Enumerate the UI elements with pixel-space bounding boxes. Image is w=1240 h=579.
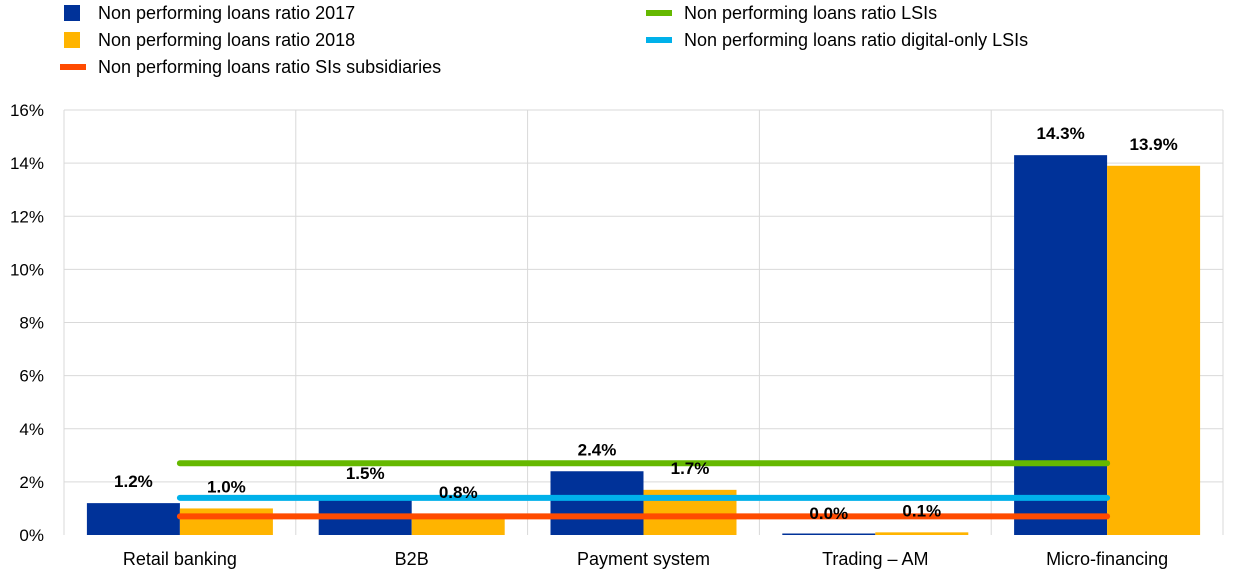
legend-label: Non performing loans ratio 2018 xyxy=(98,30,355,50)
data-label: 1.0% xyxy=(207,477,246,496)
y-tick-label: 16% xyxy=(10,101,44,120)
y-tick-label: 8% xyxy=(19,314,44,333)
x-axis: Retail banking B2B Payment system Trading –… xyxy=(123,549,1168,569)
x-tick-label: B2B xyxy=(395,549,429,569)
data-label: 14.3% xyxy=(1036,124,1084,143)
y-tick-label: 2% xyxy=(19,473,44,492)
y-tick-label: 4% xyxy=(19,420,44,439)
data-label: 0.8% xyxy=(439,483,478,502)
legend-swatch xyxy=(646,37,672,43)
legend-label: Non performing loans ratio digital-only … xyxy=(684,30,1028,50)
data-label: 2.4% xyxy=(578,440,617,459)
bar-non-performing-loans-ratio-2017-trading-am xyxy=(782,533,876,535)
data-label: 1.2% xyxy=(114,472,153,491)
data-labels: 1.2% 1.0% 1.5% 0.8% 2.4% 1.7% 0.0% 0.1% 14.3% 13.… xyxy=(114,124,1178,523)
legend-swatch xyxy=(646,10,672,16)
data-label: 13.9% xyxy=(1129,135,1177,154)
bar-non-performing-loans-ratio-2018-trading-am xyxy=(875,532,969,535)
y-tick-label: 10% xyxy=(10,260,44,279)
data-label: 0.1% xyxy=(902,501,941,520)
y-tick-label: 14% xyxy=(10,154,44,173)
bar-non-performing-loans-ratio-2018-micro-financing xyxy=(1107,165,1201,535)
data-label: 0.0% xyxy=(809,504,848,523)
y-tick-label: 12% xyxy=(10,207,44,226)
bar-non-performing-loans-ratio-2017-micro-financing xyxy=(1014,155,1108,535)
y-tick-label: 0% xyxy=(19,526,44,545)
legend-swatch xyxy=(64,5,80,21)
reference-lines xyxy=(176,460,1111,520)
data-label: 1.5% xyxy=(346,464,385,483)
data-label: 1.7% xyxy=(671,459,710,478)
bars xyxy=(86,155,1201,535)
bar-non-performing-loans-ratio-2017-payment-system xyxy=(550,471,644,535)
legend-label: Non performing loans ratio LSIs xyxy=(684,3,937,23)
legend-swatch xyxy=(60,64,86,70)
x-tick-label: Trading – AM xyxy=(822,549,928,569)
legend: Non performing loans ratio 2017 Non perfo… xyxy=(60,3,1028,77)
bar-non-performing-loans-ratio-2018-retail-banking xyxy=(179,508,273,535)
bar-non-performing-loans-ratio-2017-retail-banking xyxy=(86,503,180,535)
y-axis: 0% 2% 4% 6% 8% 10% 12% 14% 16% xyxy=(10,101,44,545)
x-tick-label: Retail banking xyxy=(123,549,237,569)
x-tick-label: Micro-financing xyxy=(1046,549,1168,569)
x-tick-label: Payment system xyxy=(577,549,710,569)
legend-label: Non performing loans ratio SIs subsidiar… xyxy=(98,57,441,77)
y-tick-label: 6% xyxy=(19,367,44,386)
legend-label: Non performing loans ratio 2017 xyxy=(98,3,355,23)
legend-swatch xyxy=(64,32,80,48)
